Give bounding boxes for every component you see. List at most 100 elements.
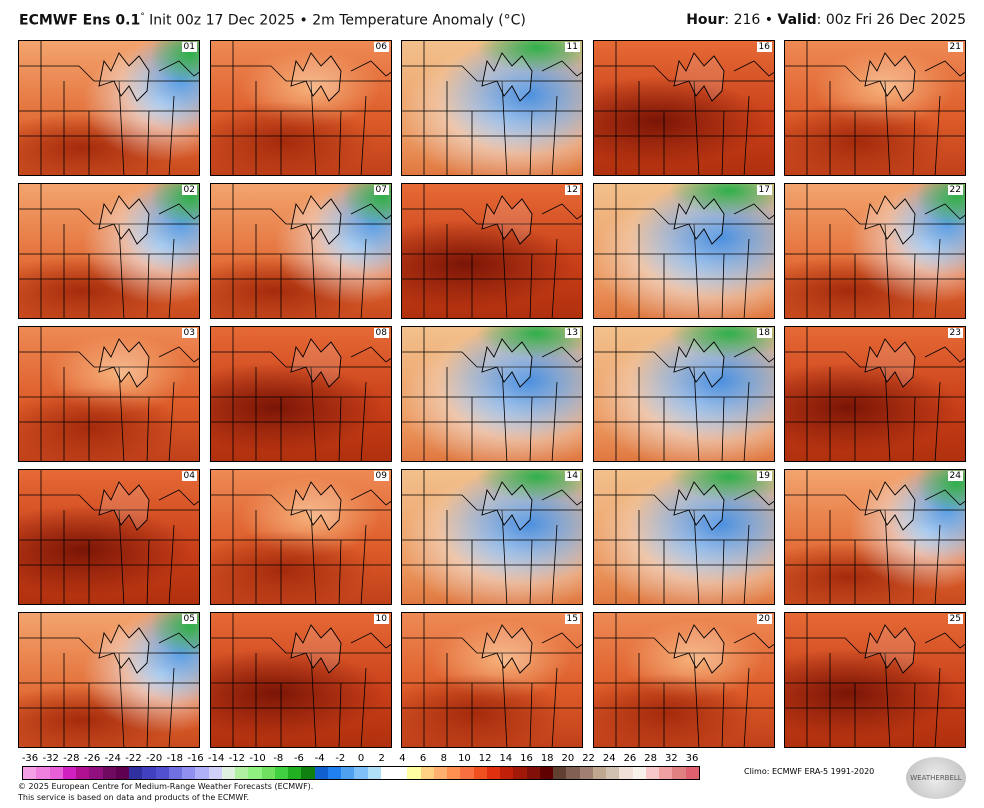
colorbar-swatch bbox=[354, 767, 368, 779]
colorbar-tick-label: 18 bbox=[540, 753, 554, 764]
colorbar-swatch bbox=[327, 767, 341, 779]
colorbar-tick-label: 4 bbox=[399, 753, 406, 764]
member-panel-19: 19 bbox=[593, 469, 775, 605]
colorbar-tick-label: -32 bbox=[42, 753, 59, 764]
valid-time-info: Hour: 216 • Valid: 00z Fri 26 Dec 2025 bbox=[686, 12, 966, 28]
state-borders bbox=[211, 613, 391, 747]
field-name: 2m Temperature Anomaly (°C) bbox=[312, 12, 526, 29]
state-borders bbox=[594, 184, 774, 318]
colorbar-tick-label: -4 bbox=[314, 753, 325, 764]
member-number: 22 bbox=[947, 185, 963, 195]
colorbar-tick-label: -18 bbox=[166, 753, 183, 764]
colorbar-swatch bbox=[288, 767, 302, 779]
member-panel-01: 01 bbox=[18, 40, 200, 176]
map-title: ECMWF Ens 0.1° Init 00z 17 Dec 2025 • 2m… bbox=[19, 12, 526, 29]
colorbar-swatch bbox=[182, 767, 196, 779]
state-borders bbox=[594, 613, 774, 747]
colorbar-swatch bbox=[235, 767, 249, 779]
colorbar-swatch bbox=[486, 767, 500, 779]
member-panel-03: 03 bbox=[18, 326, 200, 462]
state-borders bbox=[211, 470, 391, 604]
member-number: 18 bbox=[756, 328, 772, 338]
member-panel-02: 02 bbox=[18, 183, 200, 319]
colorbar-tick-label: 24 bbox=[602, 753, 616, 764]
colorbar-tick-label: -14 bbox=[208, 753, 225, 764]
state-borders bbox=[19, 470, 199, 604]
colorbar-swatch bbox=[553, 767, 567, 779]
colorbar-swatch bbox=[659, 767, 673, 779]
state-borders bbox=[785, 613, 965, 747]
init-time: Init 00z 17 Dec 2025 bbox=[149, 12, 296, 29]
member-number: 10 bbox=[373, 614, 389, 624]
member-number: 20 bbox=[756, 614, 772, 624]
colorbar bbox=[22, 766, 700, 780]
colorbar-swatch bbox=[301, 767, 315, 779]
colorbar-tick-label: 22 bbox=[582, 753, 595, 764]
state-borders bbox=[19, 184, 199, 318]
member-panel-24: 24 bbox=[784, 469, 966, 605]
member-number: 03 bbox=[181, 328, 197, 338]
member-number: 19 bbox=[756, 471, 772, 481]
member-number: 02 bbox=[181, 185, 197, 195]
colorbar-tick-label: -8 bbox=[273, 753, 284, 764]
colorbar-tick-label: -12 bbox=[228, 753, 246, 764]
colorbar-labels: -36 -32 -28 -26 -24 -22 -20 -18 -16 -14 -12 -10 -8 -6… bbox=[22, 753, 700, 765]
state-borders bbox=[19, 41, 199, 175]
model-name: ECMWF Ens 0.1 bbox=[19, 12, 141, 29]
colorbar-tick-label: -16 bbox=[187, 753, 204, 764]
colorbar-swatch bbox=[221, 767, 235, 779]
state-borders bbox=[211, 327, 391, 461]
member-panel-14: 14 bbox=[401, 469, 583, 605]
member-number: 21 bbox=[947, 42, 963, 52]
colorbar-swatch bbox=[500, 767, 514, 779]
state-borders bbox=[785, 470, 965, 604]
member-number: 15 bbox=[564, 614, 580, 624]
colorbar-tick-label: 36 bbox=[685, 753, 699, 764]
colorbar-swatch bbox=[76, 767, 90, 779]
colorbar-tick-label: -2 bbox=[335, 753, 346, 764]
colorbar-swatch bbox=[672, 767, 686, 779]
member-panel-06: 06 bbox=[210, 40, 392, 176]
colorbar-swatch bbox=[539, 767, 553, 779]
colorbar-tick-label: 14 bbox=[499, 753, 513, 764]
member-panel-12: 12 bbox=[401, 183, 583, 319]
colorbar-swatch bbox=[314, 767, 328, 779]
member-number: 14 bbox=[564, 471, 580, 481]
colorbar-tick-label: 26 bbox=[623, 753, 637, 764]
colorbar-tick-label: 8 bbox=[440, 753, 447, 764]
member-panel-09: 09 bbox=[210, 469, 392, 605]
colorbar-tick-label: 0 bbox=[357, 753, 365, 764]
service-text: This service is based on data and produc… bbox=[18, 793, 250, 802]
state-borders bbox=[402, 327, 582, 461]
valid-time: 00z Fri 26 Dec 2025 bbox=[825, 12, 966, 28]
state-borders bbox=[402, 613, 582, 747]
member-number: 05 bbox=[181, 614, 197, 624]
member-panel-08: 08 bbox=[210, 326, 392, 462]
state-borders bbox=[785, 41, 965, 175]
member-panel-13: 13 bbox=[401, 326, 583, 462]
forecast-hour: 216 bbox=[733, 12, 761, 28]
colorbar-tick-label: -24 bbox=[104, 753, 121, 764]
colorbar-swatch bbox=[460, 767, 474, 779]
member-panel-18: 18 bbox=[593, 326, 775, 462]
colorbar-tick-label: -6 bbox=[293, 753, 304, 764]
copyright-text: © 2025 European Centre for Medium-Range … bbox=[18, 782, 314, 791]
colorbar-swatch bbox=[592, 767, 606, 779]
colorbar-swatch bbox=[473, 767, 487, 779]
member-panel-23: 23 bbox=[784, 326, 966, 462]
member-panel-15: 15 bbox=[401, 612, 583, 748]
state-borders bbox=[785, 184, 965, 318]
member-number: 06 bbox=[373, 42, 389, 52]
state-borders bbox=[402, 470, 582, 604]
member-number: 17 bbox=[756, 185, 772, 195]
colorbar-tick-label: 16 bbox=[520, 753, 533, 764]
member-panel-04: 04 bbox=[18, 469, 200, 605]
state-borders bbox=[594, 470, 774, 604]
state-borders bbox=[594, 327, 774, 461]
colorbar-tick-label: -26 bbox=[83, 753, 101, 764]
colorbar-swatch bbox=[89, 767, 103, 779]
member-number: 12 bbox=[564, 185, 580, 195]
colorbar-swatch bbox=[274, 767, 288, 779]
colorbar-swatch bbox=[208, 767, 222, 779]
member-panel-22: 22 bbox=[784, 183, 966, 319]
